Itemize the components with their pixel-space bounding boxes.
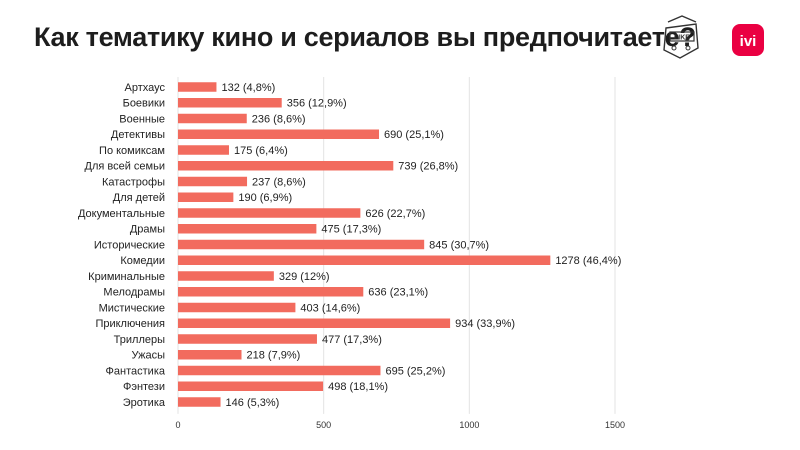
data-label: 636 (23,1%): [368, 287, 428, 299]
category-label: Эротика: [123, 397, 166, 409]
bar: [178, 302, 296, 313]
bar: [178, 208, 361, 218]
category-label: Драмы: [130, 224, 165, 236]
x-tick-label: 1500: [605, 420, 625, 430]
ivi-logo-icon: ivi: [732, 24, 764, 56]
bar: [178, 239, 425, 250]
bar: [178, 318, 451, 328]
bar: [178, 271, 274, 281]
bar: [178, 255, 551, 265]
bar: [178, 129, 380, 139]
category-label: Для всей семьи: [85, 161, 165, 173]
bar: [178, 145, 229, 155]
data-label: 190 (6,9%): [238, 192, 292, 204]
category-label: Военные: [119, 113, 165, 125]
category-label: Мелодрамы: [103, 287, 165, 299]
data-label: 739 (26,8%): [398, 161, 458, 173]
category-label: Исторические: [94, 239, 165, 251]
page-title: Как тематику кино и сериалов вы предпочи…: [34, 22, 696, 52]
bar: [178, 365, 381, 376]
category-label: Артхаус: [125, 82, 166, 94]
category-label: Боевики: [123, 98, 165, 110]
data-label: 132 (4,8%): [221, 82, 275, 94]
category-label: По комиксам: [99, 145, 165, 157]
category-label: Мистические: [99, 302, 165, 314]
bar: [178, 381, 324, 391]
data-label: 175 (6,4%): [234, 145, 288, 157]
bar: [178, 176, 248, 187]
data-label: 1278 (46,4%): [555, 255, 621, 267]
x-tick-label: 500: [316, 420, 331, 430]
bar: [178, 350, 242, 360]
data-label: 690 (25,1%): [384, 129, 444, 141]
category-label: Ужасы: [131, 350, 165, 362]
ivi-logo-text: ivi: [740, 33, 757, 50]
x-tick-label: 1000: [459, 420, 479, 430]
data-label: 695 (25,2%): [385, 365, 445, 377]
category-label: Детективы: [111, 129, 165, 141]
category-label: Приключения: [95, 318, 165, 330]
category-label: Комедии: [120, 255, 165, 267]
bar: [178, 334, 317, 344]
data-label: 329 (12%): [279, 271, 330, 283]
category-label: Фантастика: [106, 365, 166, 377]
data-label: 845 (30,7%): [429, 239, 489, 251]
bar: [178, 82, 217, 92]
data-label: 403 (14,6%): [300, 302, 360, 314]
data-label: 475 (17,3%): [321, 224, 381, 236]
category-label: Катастрофы: [102, 176, 165, 188]
category-label: Документальные: [78, 208, 165, 220]
data-label: 218 (7,9%): [247, 350, 301, 362]
data-label: 626 (22,7%): [365, 208, 425, 220]
like-badge-icon: LIKE: [663, 15, 699, 59]
data-label: 236 (8,6%): [252, 113, 306, 125]
bar: [178, 397, 221, 407]
data-label: 477 (17,3%): [322, 334, 382, 346]
category-label: Для детей: [113, 192, 165, 204]
data-label: 146 (5,3%): [226, 397, 280, 409]
data-label: 498 (18,1%): [328, 381, 388, 393]
logos: LIKE ivi: [663, 15, 764, 59]
category-label: Фэнтези: [123, 381, 165, 393]
data-label: 356 (12,9%): [287, 98, 347, 110]
bar: [178, 287, 364, 297]
like-logo-text: LIKE: [674, 35, 690, 42]
bar: [178, 192, 234, 202]
category-label: Криминальные: [88, 271, 165, 283]
category-label: Триллеры: [114, 334, 165, 346]
data-label: 934 (33,9%): [455, 318, 515, 330]
bar: [178, 113, 247, 124]
bar: [178, 98, 282, 108]
x-tick-label: 0: [175, 420, 180, 430]
bar: [178, 161, 394, 171]
data-label: 237 (8,6%): [252, 176, 306, 188]
bar: [178, 224, 317, 234]
